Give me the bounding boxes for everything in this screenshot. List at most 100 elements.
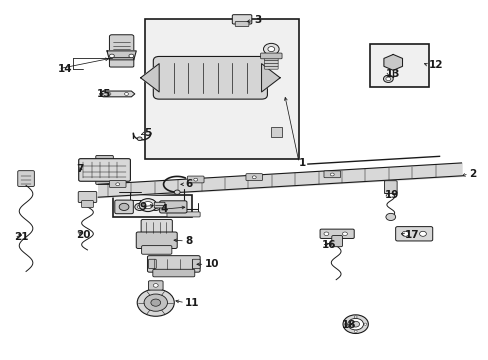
FancyBboxPatch shape [109,35,134,53]
Polygon shape [100,91,135,97]
Bar [144,19,299,159]
FancyBboxPatch shape [141,220,172,236]
FancyBboxPatch shape [260,53,282,59]
Circle shape [347,319,363,330]
FancyBboxPatch shape [153,57,267,99]
Circle shape [124,93,128,95]
Circle shape [174,190,180,194]
FancyBboxPatch shape [264,66,278,69]
Text: 19: 19 [384,190,399,200]
FancyBboxPatch shape [395,226,432,241]
FancyBboxPatch shape [18,171,34,186]
Circle shape [353,316,356,318]
Text: 1: 1 [299,158,306,168]
FancyBboxPatch shape [115,200,133,214]
Circle shape [151,203,160,211]
FancyBboxPatch shape [147,256,200,272]
Circle shape [383,75,392,82]
Circle shape [342,232,346,235]
Text: 11: 11 [184,298,199,308]
Text: 18: 18 [341,320,356,330]
FancyBboxPatch shape [136,232,177,248]
FancyBboxPatch shape [96,178,113,184]
Text: 21: 21 [14,232,29,242]
FancyBboxPatch shape [331,235,342,247]
Circle shape [351,321,359,327]
Text: 13: 13 [385,69,400,79]
Text: 16: 16 [321,240,335,250]
Circle shape [143,202,153,209]
FancyBboxPatch shape [79,159,130,181]
Circle shape [153,205,158,209]
Circle shape [353,330,356,332]
Text: 10: 10 [204,259,219,269]
Circle shape [129,54,134,58]
Text: 15: 15 [97,89,112,99]
Circle shape [145,205,150,209]
Text: 8: 8 [184,236,192,246]
Circle shape [137,205,142,209]
Circle shape [330,173,333,176]
Text: 4: 4 [160,204,168,215]
Circle shape [267,46,274,51]
FancyBboxPatch shape [192,259,200,269]
Polygon shape [261,64,280,92]
Circle shape [137,289,174,316]
FancyBboxPatch shape [109,181,126,188]
FancyBboxPatch shape [148,259,156,269]
Circle shape [385,213,395,221]
Circle shape [193,178,197,181]
Circle shape [137,137,142,140]
FancyBboxPatch shape [78,192,97,203]
Bar [270,127,281,137]
FancyBboxPatch shape [96,156,113,162]
FancyBboxPatch shape [324,171,340,178]
FancyBboxPatch shape [153,269,194,277]
Text: 20: 20 [76,230,91,239]
Circle shape [385,77,390,81]
Text: 7: 7 [76,164,83,174]
Text: 17: 17 [404,230,418,239]
FancyBboxPatch shape [235,22,248,27]
Text: 14: 14 [58,64,73,74]
Text: 3: 3 [254,15,261,26]
Circle shape [363,323,366,325]
Text: 2: 2 [468,168,475,179]
Text: 5: 5 [144,129,151,138]
Circle shape [143,203,153,211]
Circle shape [419,231,426,236]
Circle shape [153,284,158,287]
Polygon shape [141,64,159,92]
Circle shape [263,43,279,55]
Circle shape [119,203,129,211]
Bar [369,44,428,87]
FancyBboxPatch shape [81,201,93,208]
Bar [113,195,191,217]
FancyBboxPatch shape [232,15,251,24]
FancyBboxPatch shape [187,176,203,183]
Text: 6: 6 [184,179,192,189]
Polygon shape [383,54,402,70]
Text: 9: 9 [140,202,146,212]
Circle shape [252,176,256,179]
Circle shape [109,54,114,58]
Circle shape [135,203,144,211]
Text: 12: 12 [428,60,443,70]
FancyBboxPatch shape [264,60,278,63]
FancyBboxPatch shape [109,58,134,67]
FancyBboxPatch shape [320,229,353,238]
Circle shape [324,232,328,235]
Circle shape [342,315,367,333]
FancyBboxPatch shape [384,181,396,194]
FancyBboxPatch shape [166,212,200,217]
Circle shape [151,299,160,306]
FancyBboxPatch shape [154,202,164,208]
FancyBboxPatch shape [245,174,262,180]
Circle shape [116,183,120,186]
FancyBboxPatch shape [264,63,278,66]
Circle shape [401,231,408,236]
Circle shape [107,93,111,95]
FancyBboxPatch shape [142,246,171,254]
Circle shape [144,294,167,311]
FancyBboxPatch shape [148,281,163,290]
